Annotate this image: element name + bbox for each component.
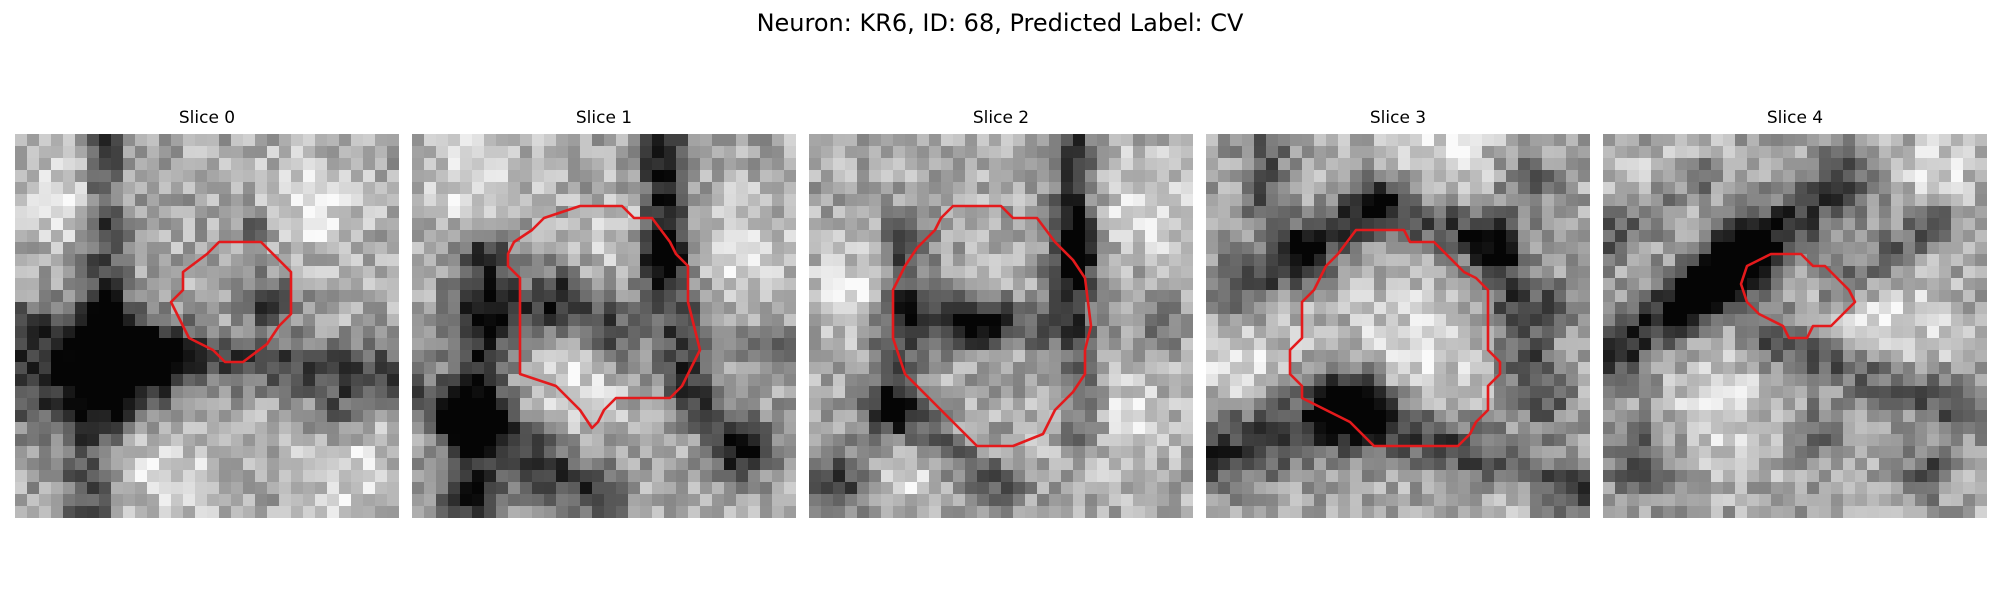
slice-title: Slice 0 (178, 108, 236, 128)
slice-title: Slice 1 (575, 108, 633, 128)
figure-title: Neuron: KR6, ID: 68, Predicted Label: CV (756, 9, 1244, 37)
segmentation-contour (169, 240, 293, 364)
slice-image (15, 134, 399, 518)
slice-image (809, 134, 1193, 518)
slice-panel-2: Slice 2 (809, 108, 1193, 518)
slice-panel-0: Slice 0 (15, 108, 399, 518)
slice-title: Slice 3 (1369, 108, 1427, 128)
slice-title: Slice 4 (1766, 108, 1824, 128)
segmentation-contour (506, 204, 702, 430)
segmentation-contour (891, 204, 1093, 448)
slice-panel-1: Slice 1 (412, 108, 796, 518)
segmentation-contour (1288, 228, 1502, 448)
segmentation-contour (1739, 252, 1857, 340)
slice-panel-4: Slice 4 (1603, 108, 1987, 518)
slice-image (1603, 134, 1987, 518)
slice-title: Slice 2 (972, 108, 1030, 128)
slice-panel-3: Slice 3 (1206, 108, 1590, 518)
slice-image (412, 134, 796, 518)
slice-image (1206, 134, 1590, 518)
